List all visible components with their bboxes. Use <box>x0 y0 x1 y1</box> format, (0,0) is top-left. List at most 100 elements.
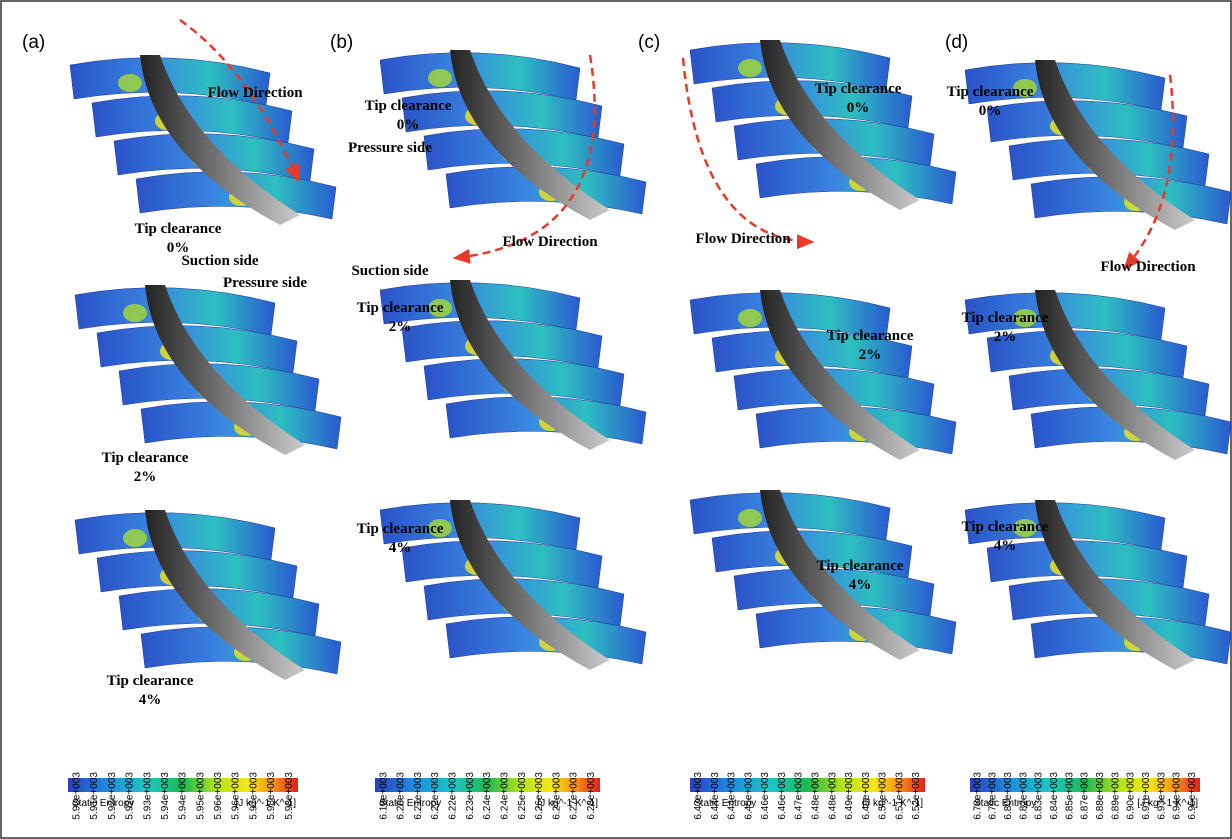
hot-spot <box>738 509 762 527</box>
colorbar-tick-label: 6.19e+003 <box>378 772 389 820</box>
colorbar-tick-label: 5.98e+003 <box>284 772 295 820</box>
blade-stage <box>75 510 341 680</box>
colorbar-tick-label: 6.46e+003 <box>760 772 771 820</box>
blade-stage <box>690 290 956 460</box>
hot-spot <box>428 69 452 87</box>
blade-stage <box>75 285 341 455</box>
panel-label: (a) <box>22 32 45 53</box>
colorbar-tick-label: 5.98e+003 <box>266 772 277 820</box>
colorbar-tick-label: 6.78e+003 <box>972 772 983 820</box>
colorbar-unit: [J kg^-1 K^-1] <box>235 798 296 809</box>
colorbar-tick-label: 6.85e+003 <box>1064 772 1075 820</box>
colorbar-tick-label: 6.43e+003 <box>693 772 704 820</box>
blade-stage <box>690 40 956 210</box>
hot-spot <box>738 59 762 77</box>
colorbar-tick-label: 6.20e+003 <box>396 772 407 820</box>
colorbar-tick-label: 6.48e+003 <box>811 772 822 820</box>
panel-label: (d) <box>945 32 968 53</box>
colorbar <box>690 778 925 792</box>
annotation: 4% <box>994 538 1017 554</box>
colorbar-title: Static Entropy <box>379 798 441 809</box>
colorbar-tick-label: 6.82e+003 <box>1018 772 1029 820</box>
annotation: 0% <box>847 100 870 116</box>
hot-spot <box>738 309 762 327</box>
annotation: Flow Direction <box>695 231 791 247</box>
colorbar-tick-label: 5.97e+003 <box>248 772 259 820</box>
annotation: Tip clearance <box>135 221 222 237</box>
colorbar-tick-label: 6.87e+003 <box>1080 772 1091 820</box>
annotation: Tip clearance <box>357 521 444 537</box>
annotation: Tip clearance <box>102 450 189 466</box>
colorbar-tick-label: 6.80e+003 <box>1003 772 1014 820</box>
panel-label: (c) <box>638 32 660 53</box>
annotation: Tip clearance <box>962 519 1049 535</box>
colorbar-tick-label: 6.88e+003 <box>1095 772 1106 820</box>
colorbar-tick-label: 5.96e+003 <box>213 772 224 820</box>
annotation: 2% <box>389 319 412 335</box>
colorbar-tick-label: 5.91e+003 <box>89 772 100 820</box>
hot-spot <box>123 304 147 322</box>
colorbar-tick-label: 6.44e+003 <box>710 772 721 820</box>
colorbar-tick-label: 6.24e+003 <box>499 772 510 820</box>
colorbar-tick-label: 6.49e+003 <box>844 772 855 820</box>
colorbar-tick-label: 6.93e+003 <box>1156 772 1167 820</box>
colorbar-tick-label: 6.27e+003 <box>569 772 580 820</box>
annotation: Tip clearance <box>365 98 452 114</box>
hot-spot <box>118 74 142 92</box>
colorbar-tick-label: 6.27e+003 <box>551 772 562 820</box>
annotation: Tip clearance <box>107 673 194 689</box>
annotation: Tip clearance <box>962 310 1049 326</box>
annotation: Flow Direction <box>1100 259 1196 275</box>
colorbar-tick-label: 5.94e+003 <box>178 772 189 820</box>
blade-stage <box>380 50 646 220</box>
colorbar-tick-label: 6.24e+003 <box>482 772 493 820</box>
colorbar-tick-label: 5.92e+003 <box>125 772 136 820</box>
colorbar-tick-label: 6.50e+003 <box>878 772 889 820</box>
colorbar-tick-label: 6.83e+003 <box>1034 772 1045 820</box>
colorbar-tick-label: 6.46e+003 <box>777 772 788 820</box>
annotation: Suction side <box>351 263 428 279</box>
colorbar-tick-label: 6.79e+003 <box>988 772 999 820</box>
annotation: 4% <box>849 577 872 593</box>
figure: (a) Flow Direction Tip clearance 0% Suction … <box>0 0 1232 839</box>
colorbar-tick-label: 5.94e+003 <box>160 772 171 820</box>
colorbar-unit: [J kg^-1 K^-1] <box>1137 798 1198 809</box>
hot-spot <box>123 529 147 547</box>
colorbar-tick-label: 6.89e+003 <box>1110 772 1121 820</box>
annotation: Tip clearance <box>817 558 904 574</box>
blade-stage <box>690 490 956 660</box>
colorbar-tick-label: 6.22e+003 <box>448 772 459 820</box>
annotation: Flow Direction <box>502 234 598 250</box>
annotation: 2% <box>994 329 1017 345</box>
colorbar-unit: [J kg^-1 K^-1] <box>537 798 598 809</box>
colorbar-tick-label: 5.90e+003 <box>71 772 82 820</box>
colorbar-tick-label: 6.47e+003 <box>794 772 805 820</box>
colorbar-tick-label: 6.48e+003 <box>827 772 838 820</box>
colorbar-tick-label: 5.92e+003 <box>107 772 118 820</box>
colorbar-tick-label: 6.84e+003 <box>1049 772 1060 820</box>
colorbar-tick-label: 6.52e+003 <box>911 772 922 820</box>
colorbar-tick-label: 6.25e+003 <box>517 772 528 820</box>
colorbar-tick-label: 6.23e+003 <box>465 772 476 820</box>
annotation: 2% <box>134 469 157 485</box>
annotation: Pressure side <box>348 140 432 156</box>
colorbar-tick-label: 5.95e+003 <box>195 772 206 820</box>
colorbar-tick-label: 6.49e+003 <box>861 772 872 820</box>
blade-stage <box>70 55 336 225</box>
annotation: 2% <box>859 347 882 363</box>
annotation: 0% <box>397 117 420 133</box>
colorbar-tick-label: 6.26e+003 <box>534 772 545 820</box>
colorbar-title: Static Entropy <box>72 798 134 809</box>
annotation: Pressure side <box>223 275 307 291</box>
colorbar-tick-label: 6.44e+003 <box>727 772 738 820</box>
colorbar-tick-label: 6.91e+003 <box>1141 772 1152 820</box>
colorbar-tick-label: 6.90e+003 <box>1126 772 1137 820</box>
colorbar-tick-label: 5.96e+003 <box>231 772 242 820</box>
annotation: Suction side <box>181 253 258 269</box>
annotation: Flow Direction <box>207 85 303 101</box>
colorbar-tick-label: 6.95e+003 <box>1187 772 1198 820</box>
colorbar-tick-label: 6.51e+003 <box>894 772 905 820</box>
colorbar-tick-label: 6.21e+003 <box>413 772 424 820</box>
colorbar-tick-label: 6.94e+003 <box>1172 772 1183 820</box>
colorbar-title: Static Entropy <box>974 798 1036 809</box>
